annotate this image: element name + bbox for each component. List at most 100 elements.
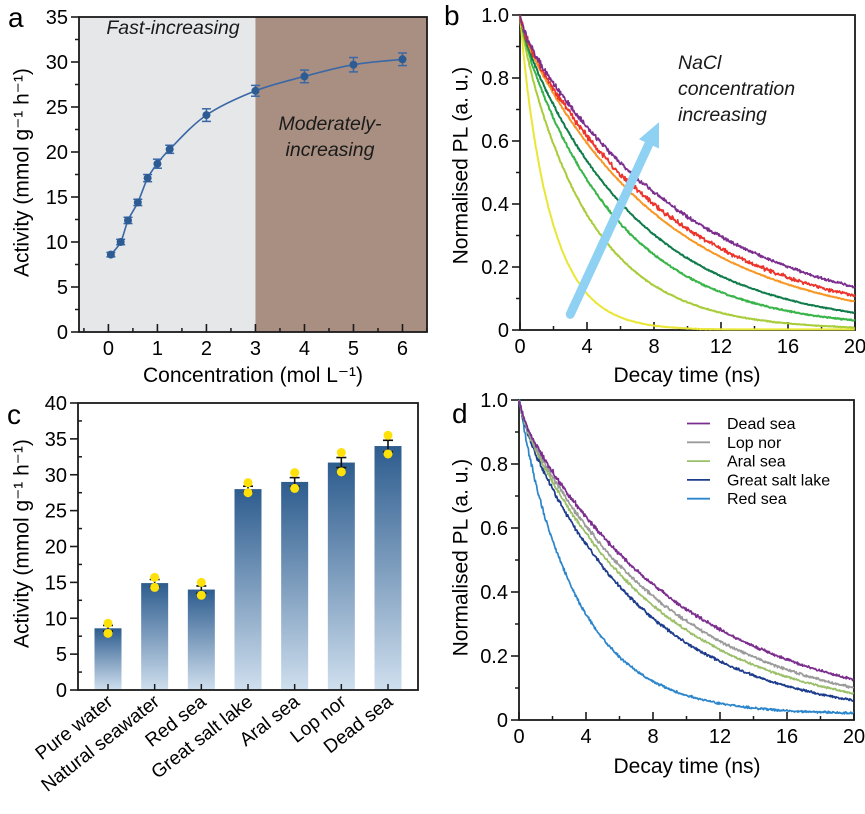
data-point: [133, 198, 142, 207]
panel-a-plot: 0 1 2 3 4 5 6 0 5 10 15 20 25 30 35: [46, 7, 428, 360]
y-tick-label: 0.6: [481, 131, 509, 153]
decay-curve-dead-sea: [518, 400, 855, 682]
data-point: [116, 238, 125, 246]
panel-b-y-axis-title: Normalised PL (a. u.): [449, 66, 473, 265]
replicate-dot: [103, 628, 113, 638]
y-tick-label: 0.2: [480, 646, 508, 668]
legend-label-dead-sea: Dead sea: [727, 416, 796, 433]
replicate-dot: [196, 590, 206, 600]
legend-label-aral-sea: Aral sea: [727, 454, 786, 471]
plot-frame: [518, 399, 855, 721]
decay-curve-red-sea: [518, 399, 855, 715]
decay-curve-1: [519, 14, 856, 329]
x-tick-label: 16: [777, 336, 799, 358]
y-tick-label: 0.2: [481, 257, 509, 279]
replicate-dot: [150, 572, 160, 582]
y-tick-label: 0.4: [480, 582, 508, 604]
bar-great-salt-lake: [234, 489, 262, 690]
x-tick-label: 0: [513, 726, 524, 748]
bar-natural-seawater: [141, 583, 169, 690]
panel-d-x-axis-title: Decay time (ns): [613, 755, 761, 778]
y-tick-label: 15: [46, 187, 68, 209]
data-point: [398, 55, 407, 64]
panel-d-plot: 0 4 8 12 16 20 0 0.2 0.4 0.6 0.8 1.0 Dead sea Lop nor…: [480, 390, 865, 748]
y-tick-label: 25: [46, 97, 68, 119]
replicate-dot: [243, 478, 253, 488]
data-point: [300, 72, 309, 81]
decay-curve-6: [519, 14, 856, 289]
nacl-arrow-head: [638, 122, 660, 149]
decay-curve-3: [519, 14, 856, 314]
y-tick-label: 0.4: [481, 194, 509, 216]
y-tick-label: 0.6: [480, 518, 508, 540]
replicate-dot: [290, 483, 300, 493]
nacl-annotation: NaCl concentration increasing: [678, 52, 796, 126]
data-point: [251, 86, 260, 95]
replicate-dot: [383, 449, 393, 459]
x-tick-label: 1: [152, 338, 163, 360]
panel-b-plot: 0 4 8 12 16 20 0 0.2 0.4 0.6 0.8 1.0: [481, 5, 865, 358]
x-tick-label: 2: [201, 338, 212, 360]
data-point: [153, 159, 162, 168]
data-point: [202, 111, 211, 120]
y-tick-label: 5: [56, 644, 67, 666]
data-point: [143, 174, 152, 183]
bar-lop-nor: [327, 462, 355, 690]
bar-pure-water: [94, 628, 122, 690]
y-tick-label: 25: [45, 501, 67, 523]
legend-label-great-salt-lake: Great salt lake: [727, 472, 830, 489]
y-tick-label: 30: [45, 465, 67, 487]
replicate-dot: [243, 488, 253, 498]
x-tick-label: 8: [648, 336, 659, 358]
y-tick-label: 1.0: [481, 5, 509, 27]
x-tick-label: 20: [844, 336, 865, 358]
y-tick-label: 1.0: [480, 390, 508, 412]
panel-a-x-axis-title: Concentration (mol L⁻¹): [143, 364, 363, 387]
x-tick-label: 16: [776, 726, 798, 748]
data-point: [106, 250, 115, 259]
decay-curve-lop-nor: [518, 399, 855, 689]
replicate-dot: [196, 577, 206, 587]
panel-label-b: b: [444, 0, 460, 31]
plot-frame: [519, 14, 856, 331]
y-tick-label: 0: [56, 680, 67, 702]
region-0: [79, 17, 256, 332]
y-tick-label: 5: [57, 277, 68, 299]
x-tick-label: 5: [348, 338, 359, 360]
region-1: [255, 17, 427, 332]
region-label-moderately-increasing: Moderately- increasing: [278, 113, 382, 161]
panel-label-a: a: [8, 2, 24, 33]
x-tick-label: 6: [397, 338, 408, 360]
x-tick-label: 12: [709, 726, 731, 748]
x-tick-label: 0: [514, 336, 525, 358]
replicate-dot: [150, 582, 160, 592]
y-tick-label: 35: [45, 429, 67, 451]
replicate-dot: [290, 468, 300, 478]
y-tick-label: 20: [45, 537, 67, 559]
nacl-arrow-shaft: [565, 139, 654, 319]
x-tick-label: 4: [299, 338, 310, 360]
panel-d-y-axis-title: Normalised PL (a. u.): [449, 458, 473, 657]
data-point: [124, 216, 133, 225]
replicate-dot: [103, 618, 113, 628]
y-tick-label: 0.8: [480, 454, 508, 476]
region-label-fast-increasing: Fast-increasing: [106, 17, 240, 39]
decay-curve-5: [519, 15, 856, 298]
x-tick-label: 20: [843, 726, 865, 748]
plot-frame: [78, 16, 428, 333]
y-tick-label: 35: [46, 7, 68, 29]
replicate-dot: [336, 467, 346, 477]
decay-curve-2: [519, 15, 856, 322]
decay-curve-great-salt-lake: [518, 399, 855, 702]
panel-label-c: c: [7, 399, 21, 430]
x-tick-label: 8: [647, 726, 658, 748]
x-tick-label: 12: [710, 336, 732, 358]
bar-aral-sea: [281, 481, 309, 690]
decay-curve-aral-sea: [518, 399, 855, 695]
data-point: [349, 60, 358, 69]
y-tick-label: 0: [498, 320, 509, 342]
panel-label-d: d: [452, 398, 468, 429]
y-tick-label: 10: [46, 232, 68, 254]
